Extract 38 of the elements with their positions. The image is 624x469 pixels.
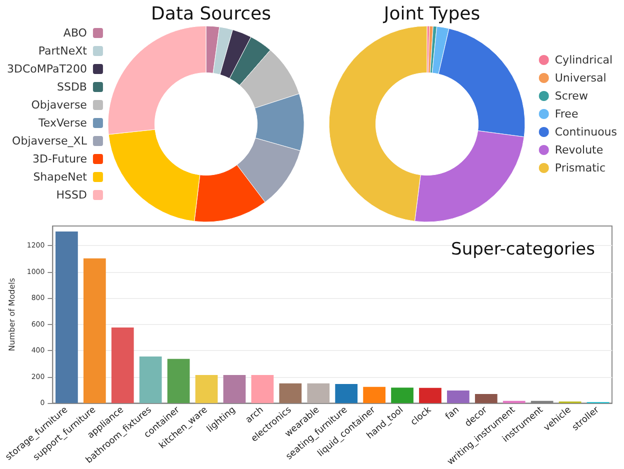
legend-label: Cylindrical <box>554 54 613 66</box>
legend-label: Free <box>554 108 578 120</box>
chart-title: Joint Types <box>382 4 480 24</box>
legend-label: Screw <box>554 90 588 102</box>
bar <box>502 400 526 404</box>
bar <box>223 375 246 404</box>
bar <box>419 388 442 404</box>
legend-label: ABO <box>63 26 88 40</box>
chart-title: Data Sources <box>151 4 271 24</box>
legend-label: TexVerse <box>38 116 88 130</box>
bar <box>56 232 78 404</box>
y-axis-title: Number of Models <box>8 278 16 352</box>
bar <box>139 356 162 404</box>
legend-label: PartNeXt <box>38 44 88 58</box>
bar <box>447 390 470 404</box>
bar <box>195 375 218 404</box>
bar <box>279 383 302 404</box>
bar <box>363 386 386 404</box>
bar <box>474 394 498 404</box>
bar <box>83 258 106 404</box>
legend-label: SSDB <box>56 80 87 94</box>
bar <box>111 328 134 404</box>
legend-label: Objaverse_XL <box>12 134 88 148</box>
bar <box>167 358 190 404</box>
legend-label: 3DCoMPaT200 <box>6 62 87 76</box>
bar <box>335 384 358 404</box>
bar <box>391 388 414 404</box>
legend-label: Objaverse <box>31 98 88 112</box>
bar <box>307 383 330 404</box>
text: Super-categories <box>451 240 596 260</box>
legend-label: Universal <box>554 72 606 84</box>
legend-label: ShapeNet <box>33 170 88 184</box>
legend-label: Continuous <box>554 126 618 138</box>
bar <box>251 375 274 404</box>
legend-label: Prismatic <box>554 162 606 174</box>
legend-label: Revolute <box>554 144 604 156</box>
legend-label: 3D-Future <box>32 152 88 166</box>
legend-label: HSSD <box>56 188 87 202</box>
